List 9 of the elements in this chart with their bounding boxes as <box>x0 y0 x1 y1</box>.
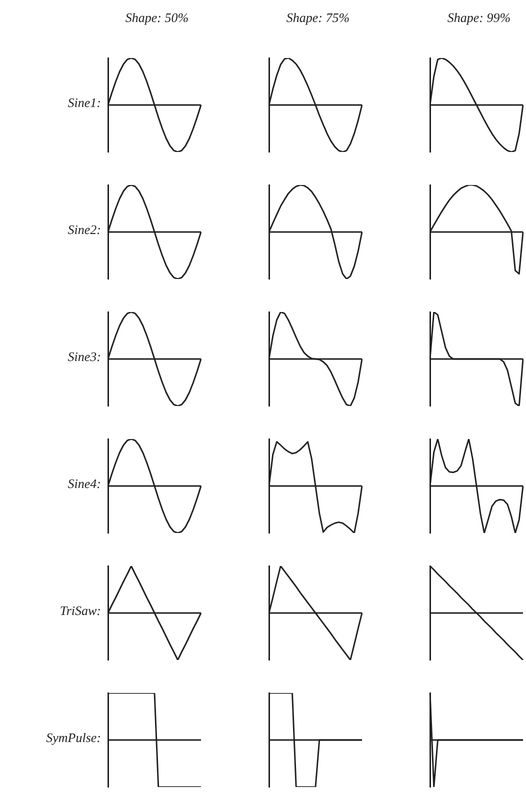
chart-title: Shape: 99% <box>446 10 512 26</box>
y-axis-title: Sine3: <box>68 349 101 365</box>
y-axis-title: TriSaw: <box>60 603 101 619</box>
y-axis-title: Sine2: <box>68 222 101 238</box>
y-axis-title: Sine4: <box>68 476 101 492</box>
chart-title: Shape: 75% <box>285 10 351 26</box>
chart-title: Shape: 50% <box>124 10 190 26</box>
y-axis-title: Sine1: <box>68 95 101 111</box>
y-axis-title: SymPulse: <box>46 730 101 746</box>
